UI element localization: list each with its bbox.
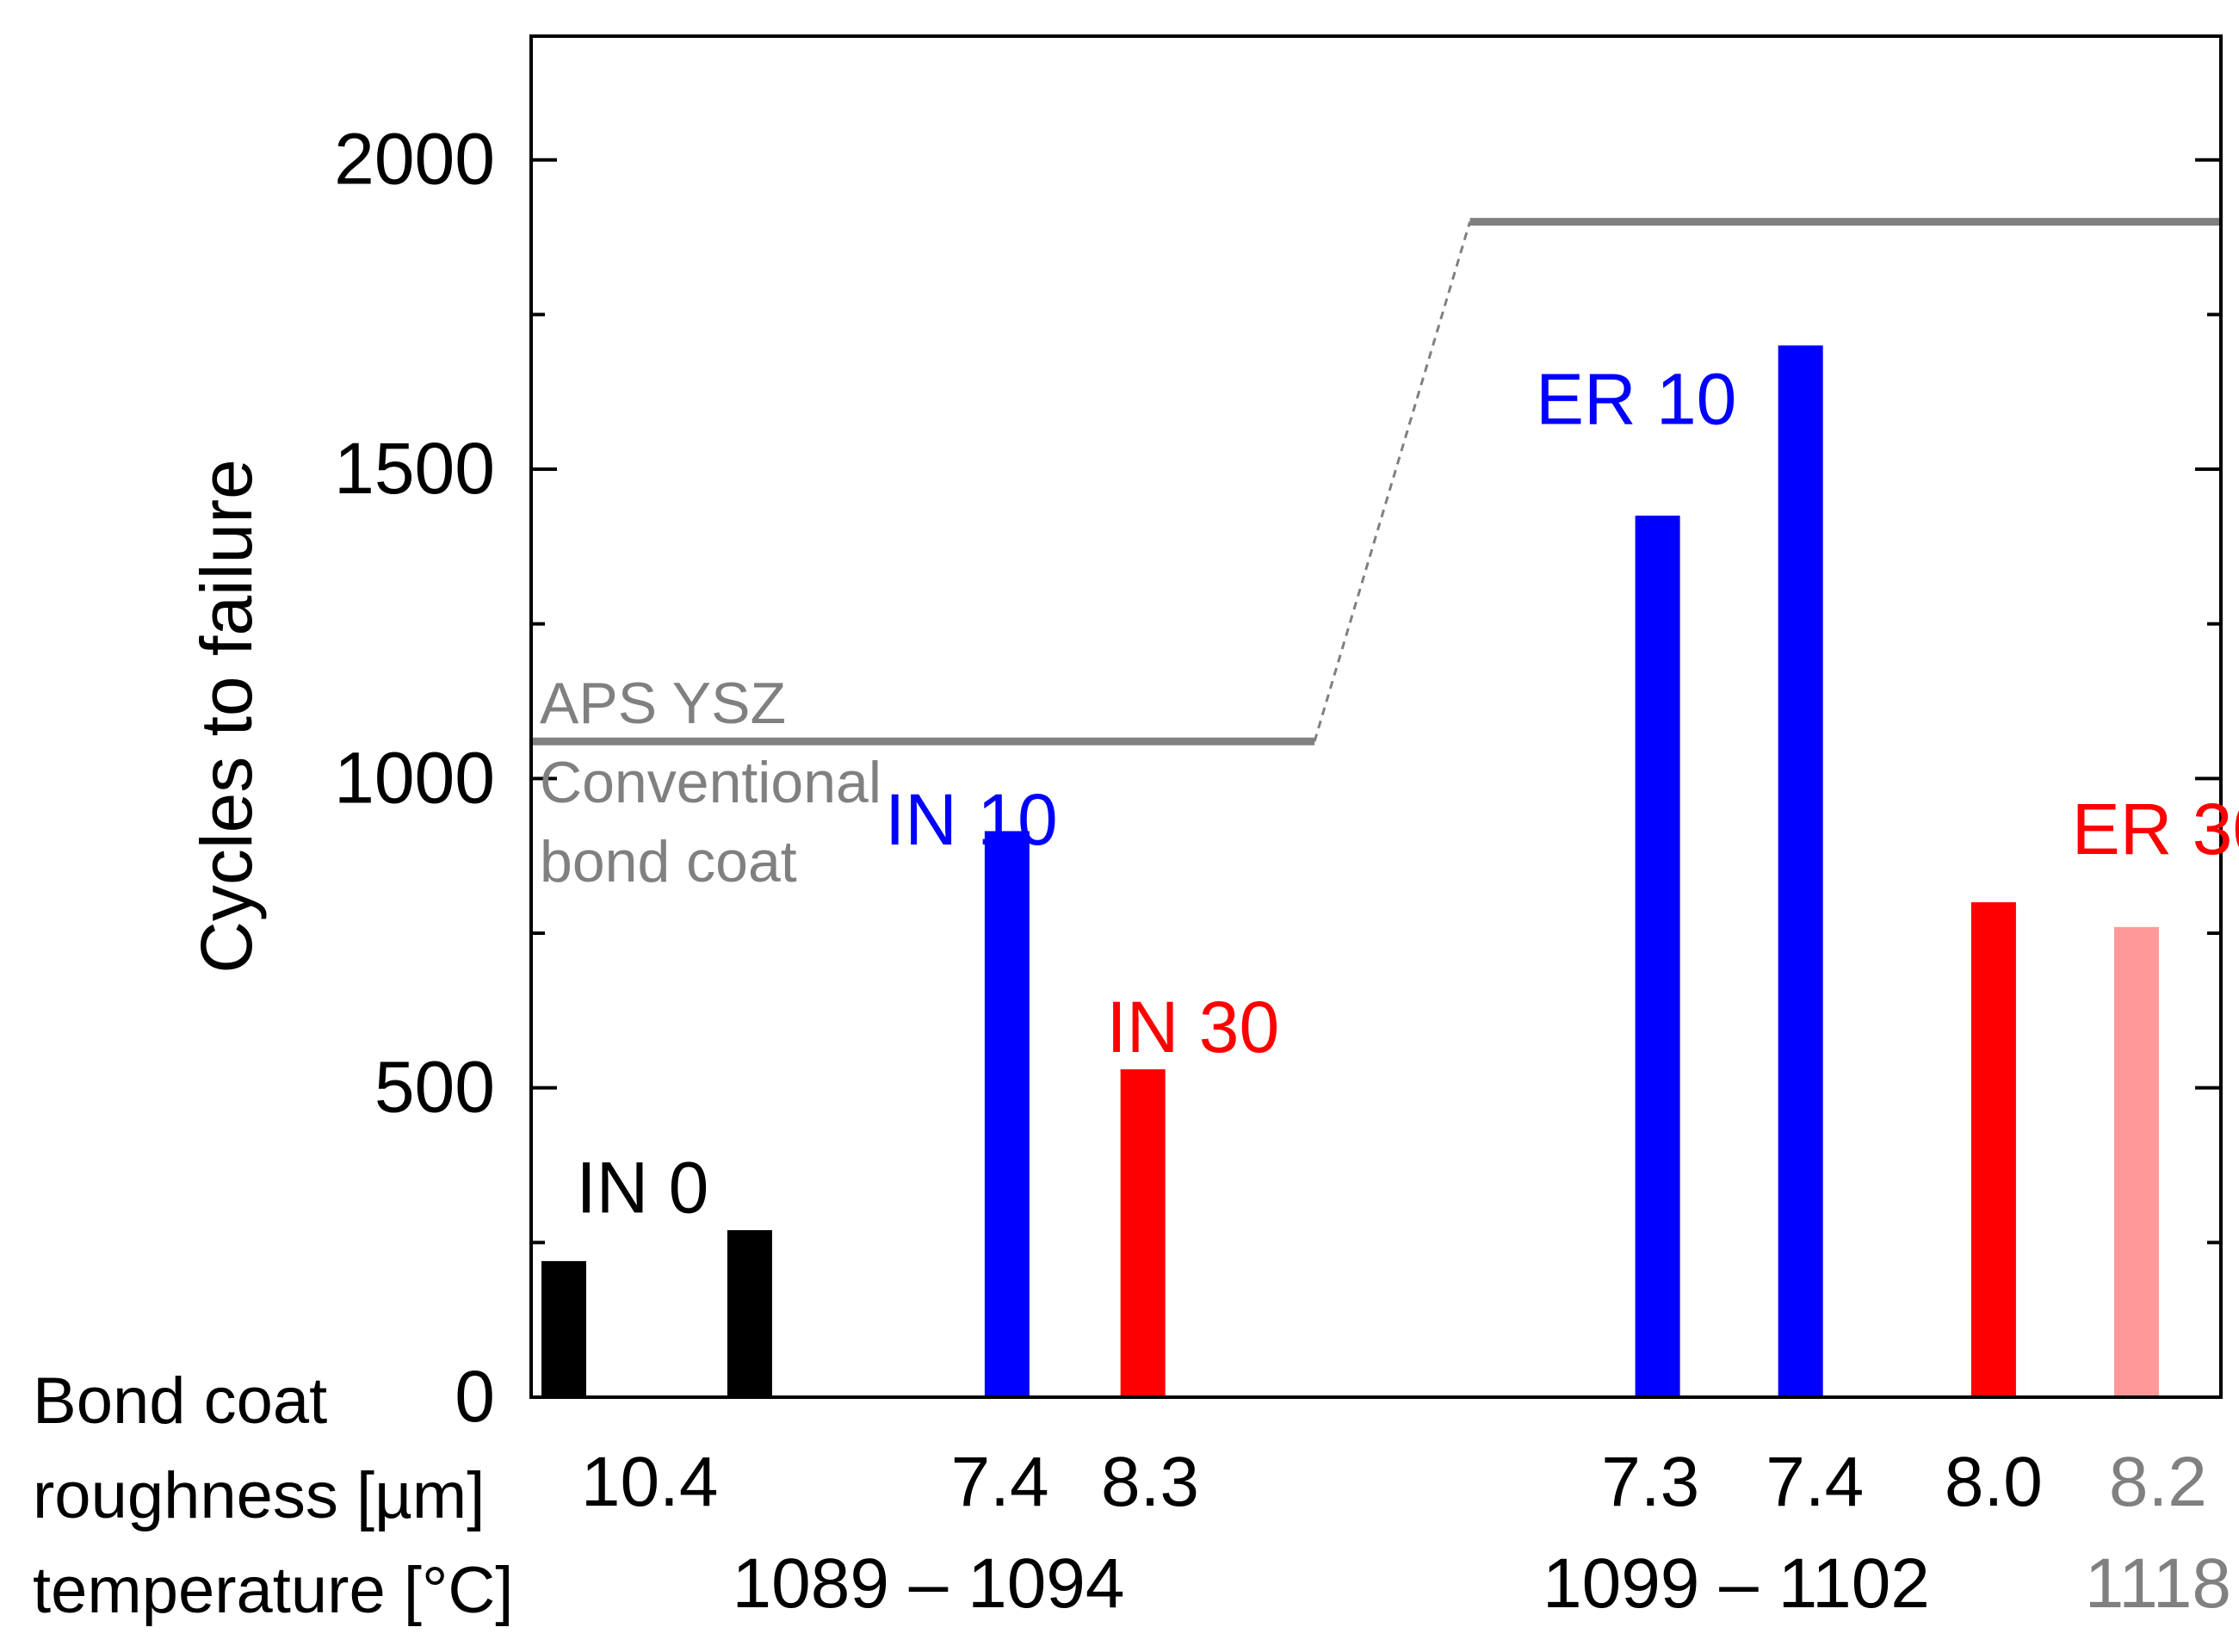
y-tick-label-1000: 1000 xyxy=(334,737,495,818)
bar-er-30-b xyxy=(2114,926,2159,1397)
reference-line-segment-2 xyxy=(1313,221,1471,742)
reference-label-line-1: APS YSZ xyxy=(540,671,786,736)
reference-line-group xyxy=(531,218,2221,746)
row-label-temperature: temperature [°C] xyxy=(33,1554,513,1627)
bar-in-10 xyxy=(984,831,1030,1397)
bar-group xyxy=(541,345,2159,1398)
temperature-label-1: 1089 – 1094 xyxy=(733,1544,1125,1623)
annotation-in-30: IN 30 xyxy=(1106,987,1279,1067)
annotation-in-10: IN 10 xyxy=(885,779,1058,860)
roughness-label-6: 8.0 xyxy=(1945,1443,2043,1521)
y-tick-label-500: 500 xyxy=(374,1047,495,1128)
bar-er-30-a xyxy=(1970,902,2016,1397)
reference-label-line-2: Conventional xyxy=(540,750,881,815)
y-axis-label: Cycles to failure xyxy=(186,459,267,974)
temperature-label-2: 1099 – 1102 xyxy=(1543,1544,1930,1623)
y-tick-label-2000: 2000 xyxy=(334,119,495,200)
plot-frame xyxy=(529,34,2223,1399)
y-tick-label-1500: 1500 xyxy=(334,428,495,509)
annotation-er-10: ER 10 xyxy=(1536,358,1736,439)
roughness-label-4: 7.3 xyxy=(1601,1443,1699,1521)
annotation-in-0: IN 0 xyxy=(576,1148,708,1228)
axis-ticks xyxy=(531,158,2221,1399)
roughness-label-3: 8.3 xyxy=(1101,1443,1199,1521)
bar-er-10-b xyxy=(1778,345,1823,1398)
reference-label-line-3: bond coat xyxy=(540,829,797,894)
bar-in-0-b xyxy=(727,1229,772,1397)
row-label-roughness: roughness [µm] xyxy=(33,1459,485,1532)
row-label-bond-coat: Bond coat xyxy=(33,1364,327,1438)
temperature-label-3: 1118 xyxy=(2085,1544,2231,1623)
roughness-label-5: 7.4 xyxy=(1766,1443,1864,1521)
bar-in-0-a xyxy=(541,1260,586,1397)
labels-group: 0 500 1000 1500 2000 IN 0 IN 10 IN 30 ER 10 ER 30… xyxy=(334,119,2239,1623)
roughness-label-1: 10.4 xyxy=(581,1443,719,1521)
bar-in-30 xyxy=(1120,1069,1166,1397)
y-tick-label-0: 0 xyxy=(455,1356,495,1437)
bar-er-10-a xyxy=(1635,515,1680,1398)
roughness-label-2: 7.4 xyxy=(951,1443,1049,1521)
annotation-er-30: ER 30 xyxy=(2072,789,2239,869)
roughness-label-7: 8.2 xyxy=(2109,1443,2207,1521)
